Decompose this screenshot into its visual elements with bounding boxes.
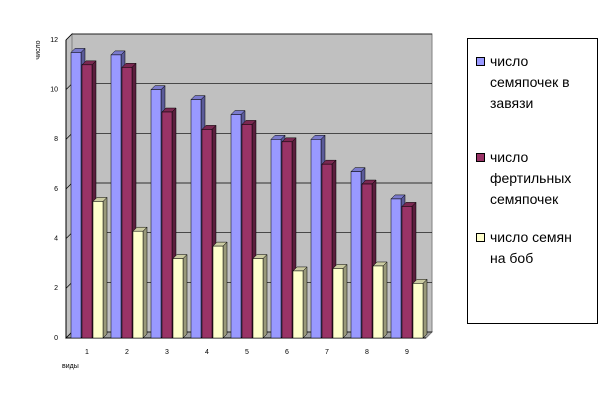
y-tick-label: 4 [54, 236, 58, 243]
legend-label: число семяпочек в завязи [490, 53, 570, 111]
grid-line [65, 33, 432, 41]
y-axis-label: число [35, 40, 42, 59]
y-tick-label: 0 [54, 335, 58, 342]
x-axis-label: виды [62, 363, 79, 370]
bar [110, 54, 122, 339]
bar [81, 64, 93, 339]
legend-swatch [476, 233, 485, 242]
bar [190, 99, 202, 339]
bar [212, 245, 224, 339]
bar [241, 124, 253, 339]
bar [321, 163, 333, 339]
x-tick-label: 5 [245, 349, 249, 356]
bar [281, 141, 293, 339]
legend-label: число фертильных семяпочек [490, 149, 572, 207]
bar-side [102, 196, 108, 339]
x-tick-label: 3 [165, 349, 169, 356]
bar [161, 111, 173, 339]
bar [132, 230, 144, 339]
bar [332, 268, 344, 339]
y-tick-label: 12 [50, 37, 58, 44]
bar [270, 139, 282, 339]
bar [401, 206, 413, 339]
y-tick-label: 6 [54, 186, 58, 193]
bar [172, 258, 184, 339]
bar [412, 283, 424, 339]
bar [350, 171, 362, 339]
bar [150, 89, 162, 339]
bar-side [142, 226, 148, 339]
bar [230, 114, 242, 339]
x-tick-label: 2 [125, 349, 129, 356]
bar-side [422, 278, 428, 339]
legend-swatch [476, 57, 485, 66]
bar-side [262, 253, 268, 339]
x-tick-label: 4 [205, 349, 209, 356]
legend-label: число семян на боб [490, 229, 572, 266]
bar [390, 198, 402, 339]
y-tick-label: 10 [50, 87, 58, 94]
bar [372, 265, 384, 339]
x-tick-label: 7 [325, 349, 329, 356]
x-tick-label: 9 [405, 349, 409, 356]
bar [121, 67, 133, 339]
bar-side [342, 263, 348, 339]
bar [92, 201, 104, 339]
bar [201, 129, 213, 339]
legend: число семяпочек в завязи число фертильных… [467, 38, 598, 324]
bar-side [222, 241, 228, 339]
bar [252, 258, 264, 339]
bar-side [182, 253, 188, 339]
x-tick-label: 8 [365, 349, 369, 356]
bar [310, 139, 322, 339]
legend-swatch [476, 153, 485, 162]
y-tick-label: 2 [54, 285, 58, 292]
x-tick-label: 1 [85, 349, 89, 356]
bar [292, 270, 304, 339]
bar-side [302, 266, 308, 339]
bar [70, 52, 82, 339]
bar-side [382, 261, 388, 339]
y-tick-label: 8 [54, 136, 58, 143]
x-tick-label: 6 [285, 349, 289, 356]
bar [361, 183, 373, 339]
